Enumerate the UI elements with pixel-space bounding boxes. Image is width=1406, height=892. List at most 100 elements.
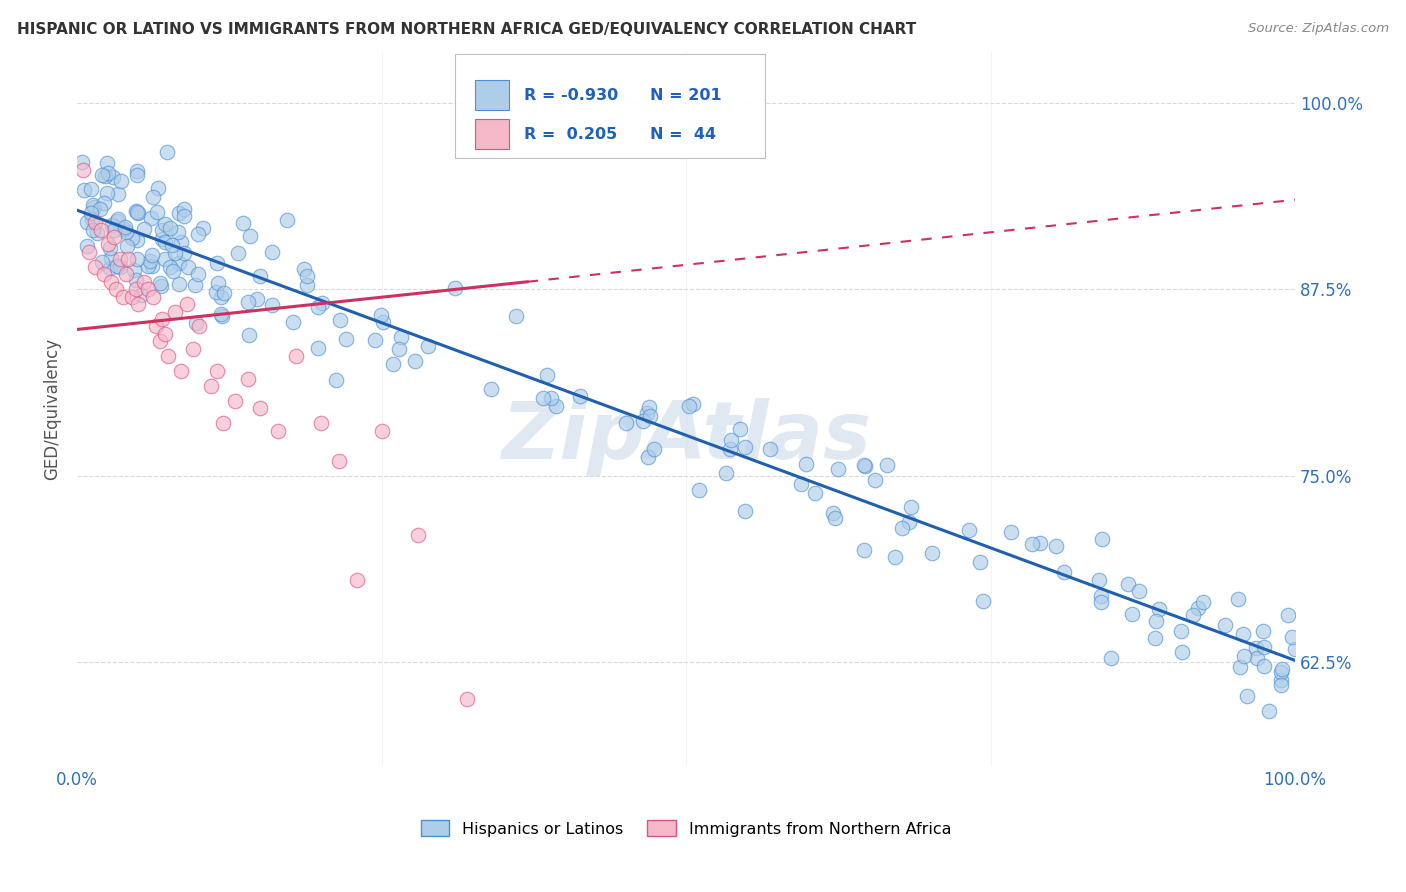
Point [921, 546, 943, 560]
Point [370, 308, 392, 322]
Point [141, 248, 163, 262]
Point [155, 218, 177, 232]
Point [1232, 627, 1254, 641]
Point [90, 168, 112, 182]
Point [1116, 577, 1139, 591]
Point [246, 292, 269, 306]
Point [124, 263, 146, 277]
Point [125, 203, 148, 218]
Point [406, 528, 429, 542]
Point [637, 450, 659, 465]
Point [267, 424, 290, 438]
Point [418, 339, 440, 353]
Point [173, 245, 195, 260]
Point [184, 316, 207, 330]
Text: ZipAtlas: ZipAtlas [501, 398, 870, 476]
Point [212, 285, 235, 300]
Point [823, 507, 845, 521]
Point [335, 332, 357, 346]
Point [1000, 525, 1022, 540]
Point [281, 315, 304, 329]
Point [883, 549, 905, 564]
Point [678, 399, 700, 413]
Point [236, 371, 259, 385]
Point [311, 296, 333, 310]
Point [1045, 539, 1067, 553]
Point [371, 315, 394, 329]
Point [170, 235, 193, 249]
Point [97, 166, 120, 180]
Point [187, 267, 209, 281]
Point [200, 379, 222, 393]
Point [388, 342, 411, 356]
Point [121, 231, 143, 245]
Text: N =  44: N = 44 [650, 127, 716, 142]
Point [84, 260, 107, 274]
Point [405, 353, 427, 368]
Text: N = 201: N = 201 [650, 87, 721, 103]
Point [1088, 574, 1111, 588]
Point [173, 202, 195, 216]
Point [86, 227, 108, 241]
Point [1244, 640, 1267, 655]
Point [540, 391, 562, 405]
Point [364, 333, 387, 347]
Point [1215, 617, 1237, 632]
Point [159, 260, 181, 274]
Point [127, 297, 149, 311]
Text: R =  0.205: R = 0.205 [524, 127, 617, 142]
Point [734, 504, 756, 518]
Point [1270, 665, 1292, 680]
Point [110, 174, 132, 188]
Point [125, 273, 148, 287]
Point [127, 252, 149, 266]
Point [96, 237, 118, 252]
Point [169, 277, 191, 291]
FancyBboxPatch shape [454, 54, 765, 158]
Point [276, 213, 298, 227]
Point [193, 220, 215, 235]
Point [173, 209, 195, 223]
Point [716, 466, 738, 480]
Point [236, 295, 259, 310]
Point [146, 205, 169, 219]
Point [972, 593, 994, 607]
Point [1099, 651, 1122, 665]
Point [160, 238, 183, 252]
Point [1053, 565, 1076, 579]
Legend: Hispanics or Latinos, Immigrants from Northern Africa: Hispanics or Latinos, Immigrants from No… [415, 814, 957, 843]
Point [569, 389, 592, 403]
Point [728, 422, 751, 436]
Point [1090, 595, 1112, 609]
Point [1128, 583, 1150, 598]
Point [117, 252, 139, 267]
Point [150, 223, 173, 237]
Point [827, 462, 849, 476]
Point [260, 298, 283, 312]
Point [177, 260, 200, 274]
Point [80, 182, 103, 196]
Point [100, 251, 122, 265]
Point [876, 458, 898, 472]
Point [633, 414, 655, 428]
Point [101, 170, 124, 185]
Point [98, 261, 121, 276]
Point [156, 145, 179, 159]
Point [141, 259, 163, 273]
Point [167, 205, 190, 219]
Point [96, 155, 118, 169]
Point [638, 400, 661, 414]
Point [205, 285, 228, 300]
Point [957, 523, 980, 537]
Point [132, 275, 155, 289]
Point [127, 205, 149, 219]
Point [1229, 660, 1251, 674]
Point [93, 169, 115, 183]
Point [853, 458, 876, 473]
Point [103, 230, 125, 244]
Point [1277, 607, 1299, 622]
Point [544, 400, 567, 414]
Point [77, 244, 100, 259]
Point [232, 216, 254, 230]
Point [114, 267, 136, 281]
